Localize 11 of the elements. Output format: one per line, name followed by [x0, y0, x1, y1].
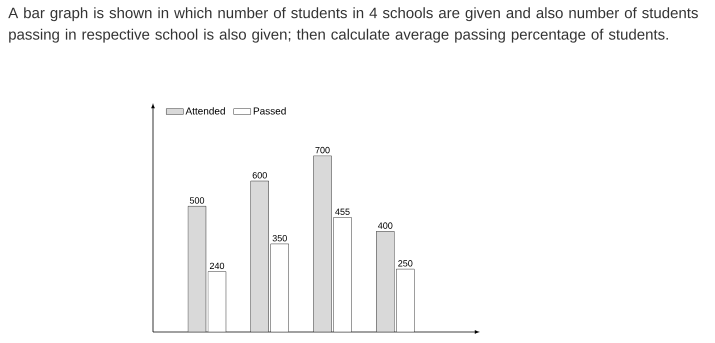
data-label: 400: [378, 222, 392, 229]
data-label: 700: [315, 146, 330, 154]
data-label: 500: [190, 197, 204, 204]
data-label: 350: [272, 235, 287, 242]
legend-label: Attended: [186, 107, 225, 115]
legend-label: Passed: [254, 107, 286, 115]
data-label: 250: [398, 260, 412, 267]
data-label: 600: [252, 172, 267, 178]
data-label: 455: [335, 208, 350, 215]
data-label: 240: [210, 262, 224, 270]
chart-title: A bar graph is shown in which number of students in 4 schools are given and also number of students passing in respective school is also given; then calculate average passing percentage of students.: [8, 7, 698, 43]
